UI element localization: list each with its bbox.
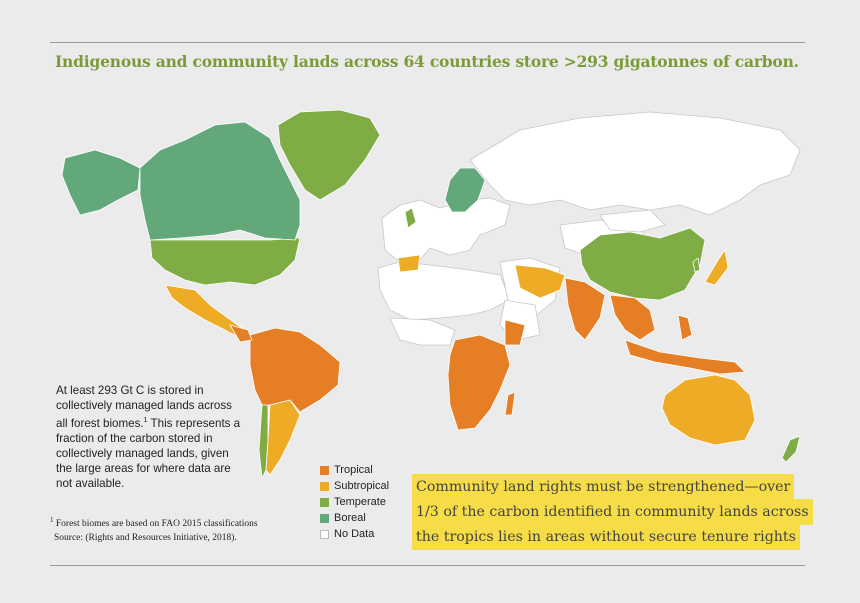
swatch-subtropical (320, 481, 329, 491)
swatch-boreal (320, 513, 329, 523)
no-data-russia (469, 111, 801, 216)
greenland (277, 109, 381, 201)
callout-line-3: the tropics lies in areas without secure… (412, 524, 800, 550)
callout-line-2: 1/3 of the carbon identified in communit… (412, 499, 813, 525)
swatch-tropical (320, 465, 329, 475)
legend-subtropical: Subtropical (320, 478, 389, 494)
legend-boreal: Boreal (320, 510, 389, 526)
swatch-no-data (320, 529, 329, 539)
china (579, 227, 706, 301)
no-data-europe (381, 197, 511, 263)
legend-tropical: Tropical (320, 462, 389, 478)
canada (139, 121, 301, 241)
tenure-callout: Community land rights must be strengthen… (412, 474, 813, 550)
japan (704, 249, 729, 286)
top-rule (50, 42, 805, 43)
korea (692, 257, 701, 273)
alaska (61, 149, 141, 216)
africa (447, 334, 511, 431)
scandinavia (444, 167, 486, 213)
iran (514, 264, 566, 299)
no-data-north-africa (377, 261, 511, 321)
footnote-line-2: Source: (Rights and Resources Initiative… (54, 533, 237, 544)
map-title: Indigenous and community lands across 64… (55, 52, 799, 71)
indonesia (624, 339, 746, 375)
horn-of-africa (504, 319, 526, 346)
note-text: At least 293 Gt C is stored in collectiv… (56, 384, 232, 430)
india (564, 277, 606, 341)
southeast-asia (609, 294, 656, 341)
philippines (677, 314, 693, 341)
legend: Tropical Subtropical Temperate Boreal No… (320, 462, 389, 542)
new-zealand (781, 435, 801, 463)
bottom-rule (50, 565, 805, 566)
footnote-line-1: 1 Forest biomes are based on FAO 2015 cl… (50, 516, 258, 530)
footnote: 1 Forest biomes are based on FAO 2015 cl… (50, 513, 310, 545)
south-america (249, 327, 341, 413)
legend-no-data: No Data (320, 526, 389, 542)
note-text-2: This represents a fraction of the carbon… (56, 416, 241, 490)
no-data-mongolia (599, 209, 666, 233)
no-data-west-africa (389, 317, 456, 346)
spain (397, 254, 421, 273)
callout-line-1: Community land rights must be strengthen… (412, 474, 795, 500)
note-superscript: 1 (143, 417, 148, 424)
swatch-temperate (320, 497, 329, 507)
uk (404, 207, 417, 229)
argentina (265, 399, 301, 476)
carbon-note: At least 293 Gt C is stored in collectiv… (56, 383, 246, 491)
united-states (149, 237, 301, 286)
central-america (229, 324, 253, 343)
australia (661, 374, 756, 446)
madagascar (504, 391, 516, 416)
legend-temperate: Temperate (320, 494, 389, 510)
